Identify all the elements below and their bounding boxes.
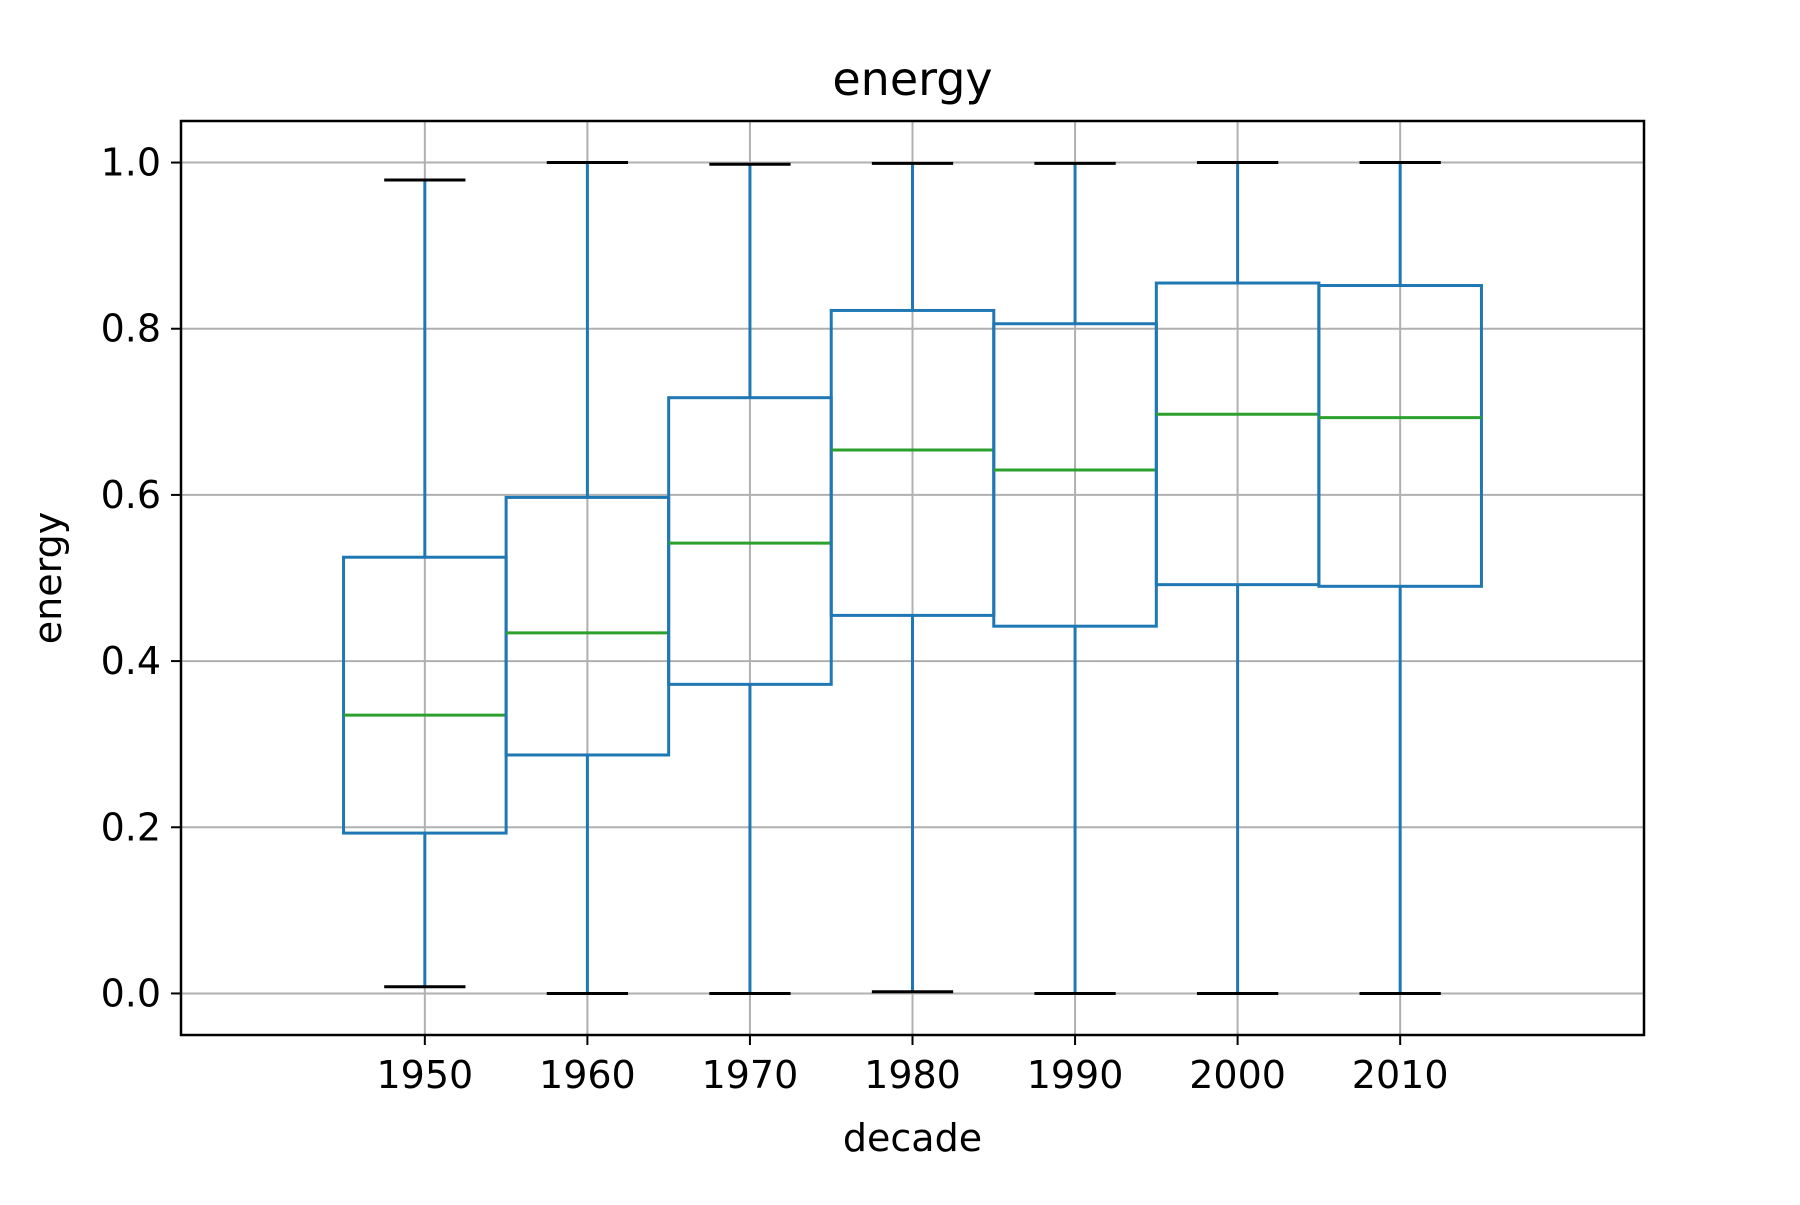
box-2010 bbox=[1317, 161, 1483, 995]
x-axis-label: decade bbox=[843, 1116, 982, 1160]
x-tick-label: 1990 bbox=[1027, 1053, 1124, 1097]
ticks: 0.0 0.2 0.4 0.6 0.8 1.0 1950 1960 1970 1980 1990 20… bbox=[101, 141, 1449, 1097]
box-1960 bbox=[504, 161, 671, 995]
y-tick-label: 0.2 bbox=[101, 805, 161, 849]
y-tick-label: 0.4 bbox=[101, 639, 161, 683]
x-tick-label: 2000 bbox=[1189, 1053, 1286, 1097]
iqr-box bbox=[1317, 284, 1483, 588]
y-axis-label: energy bbox=[26, 512, 70, 644]
x-tick-label: 2010 bbox=[1352, 1053, 1449, 1097]
x-tick-label: 1980 bbox=[864, 1053, 961, 1097]
chart-title: energy bbox=[832, 52, 992, 106]
y-tick-label: 0.8 bbox=[101, 307, 161, 351]
y-tick-label: 1.0 bbox=[101, 141, 161, 185]
x-tick-label: 1950 bbox=[376, 1053, 473, 1097]
x-tick-label: 1960 bbox=[539, 1053, 636, 1097]
y-tick-label: 0.6 bbox=[101, 473, 161, 517]
y-tick-label: 0.0 bbox=[101, 971, 161, 1015]
boxes bbox=[342, 161, 1483, 995]
x-tick-label: 1970 bbox=[702, 1053, 799, 1097]
